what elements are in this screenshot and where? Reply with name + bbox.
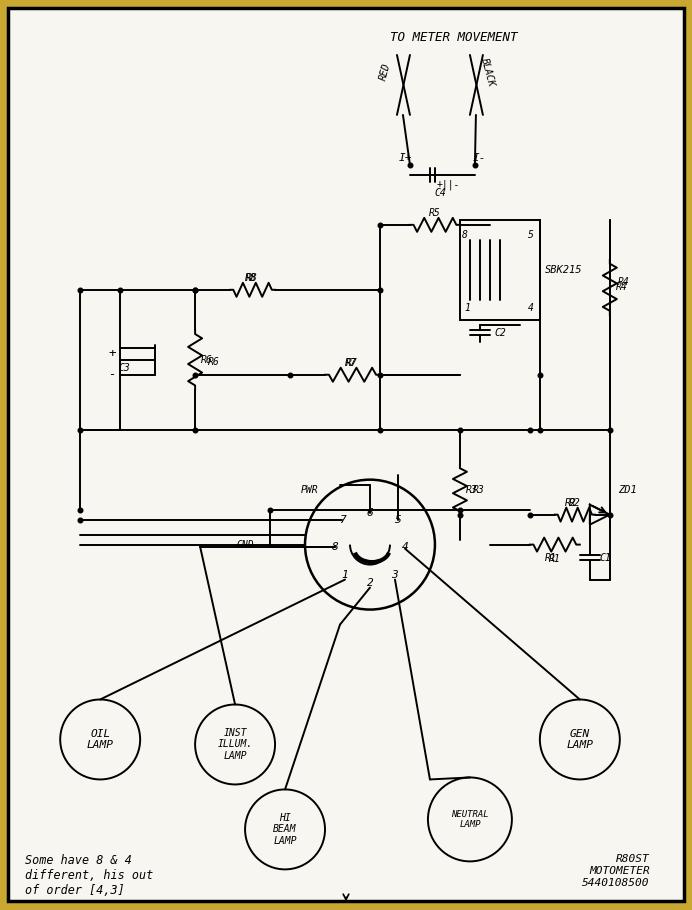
Text: 1: 1 xyxy=(342,570,348,580)
Text: R4: R4 xyxy=(616,282,628,292)
Text: 2: 2 xyxy=(367,578,374,588)
Text: C1: C1 xyxy=(600,552,612,562)
Text: R5: R5 xyxy=(429,207,441,217)
Text: R1: R1 xyxy=(549,553,561,563)
Text: +: + xyxy=(108,348,116,360)
Text: R7: R7 xyxy=(345,358,357,368)
Text: R7: R7 xyxy=(346,358,358,368)
Text: 6: 6 xyxy=(367,508,374,518)
Text: 4: 4 xyxy=(528,303,534,313)
Text: TO METER MOVEMENT: TO METER MOVEMENT xyxy=(390,32,518,45)
Text: C3: C3 xyxy=(118,363,130,373)
Text: R8: R8 xyxy=(245,273,257,283)
Text: 5: 5 xyxy=(394,515,401,525)
Text: C4: C4 xyxy=(434,187,446,197)
Bar xyxy=(460,220,540,319)
Text: BLACK: BLACK xyxy=(480,56,497,87)
Text: R1: R1 xyxy=(545,552,556,562)
Text: R80ST
MOTOMETER
5440108500: R80ST MOTOMETER 5440108500 xyxy=(582,854,650,887)
Text: NEUTRAL
LAMP: NEUTRAL LAMP xyxy=(451,810,489,829)
Text: INST
ILLUM.
LAMP: INST ILLUM. LAMP xyxy=(217,728,253,761)
Text: 3: 3 xyxy=(392,570,399,580)
Text: GND: GND xyxy=(236,540,254,550)
Text: 7: 7 xyxy=(338,515,345,525)
Text: 8: 8 xyxy=(462,230,468,240)
Text: 1: 1 xyxy=(464,303,470,313)
Text: HI
BEAM
LAMP: HI BEAM LAMP xyxy=(273,813,297,846)
Text: RED: RED xyxy=(378,62,392,82)
Text: R3: R3 xyxy=(466,485,477,495)
Text: R3: R3 xyxy=(473,485,484,495)
Text: R6: R6 xyxy=(208,357,220,367)
Text: I+: I+ xyxy=(398,153,412,163)
Text: 4: 4 xyxy=(401,541,408,551)
Text: C2: C2 xyxy=(495,328,507,338)
Text: R2: R2 xyxy=(569,498,581,508)
Text: Some have 8 & 4
different, his out
of order [4,3]: Some have 8 & 4 different, his out of or… xyxy=(25,854,154,897)
Text: R2: R2 xyxy=(565,498,576,508)
Text: -: - xyxy=(108,369,116,381)
Text: R8: R8 xyxy=(246,273,258,283)
Text: +||-: +||- xyxy=(437,179,460,190)
Text: OIL
LAMP: OIL LAMP xyxy=(86,729,113,750)
Text: GEN
LAMP: GEN LAMP xyxy=(566,729,593,750)
Text: R6: R6 xyxy=(201,355,213,365)
Text: SBK215: SBK215 xyxy=(545,265,583,275)
Text: I-: I- xyxy=(473,153,486,163)
Text: ZD1: ZD1 xyxy=(618,485,637,495)
Text: R4: R4 xyxy=(618,277,630,287)
Text: 5: 5 xyxy=(528,230,534,240)
Text: 8: 8 xyxy=(331,541,338,551)
Text: PWR: PWR xyxy=(301,485,319,495)
